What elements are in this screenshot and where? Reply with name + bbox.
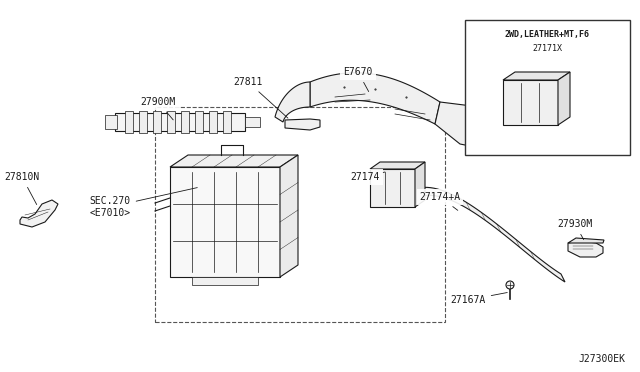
Text: 27171X: 27171X (532, 44, 563, 53)
Bar (370, 169, 415, 207)
Text: 27810N: 27810N (4, 172, 40, 205)
Text: E7670: E7670 (343, 67, 372, 92)
Polygon shape (20, 200, 58, 227)
Polygon shape (275, 82, 310, 122)
Polygon shape (370, 162, 425, 169)
Text: J27300EK: J27300EK (578, 354, 625, 364)
Polygon shape (170, 155, 298, 167)
Polygon shape (310, 73, 440, 124)
Circle shape (506, 281, 514, 289)
Bar (167, 111, 175, 133)
Bar (125, 111, 133, 133)
Polygon shape (415, 162, 425, 207)
Text: 27900M: 27900M (140, 97, 175, 120)
Text: 27811: 27811 (234, 77, 288, 118)
Polygon shape (280, 155, 298, 277)
Polygon shape (285, 119, 320, 130)
Bar (209, 111, 217, 133)
Bar (115, 113, 245, 131)
Bar (465, 20, 630, 155)
Text: 27174: 27174 (350, 172, 385, 182)
Bar (223, 111, 231, 133)
Polygon shape (558, 72, 570, 125)
Text: 27930M: 27930M (557, 219, 593, 240)
Bar (170, 167, 280, 277)
Bar (105, 115, 117, 129)
Text: 27167A: 27167A (451, 292, 508, 305)
Text: 27174+A: 27174+A (419, 192, 461, 210)
Polygon shape (435, 102, 490, 147)
Bar (181, 111, 189, 133)
Bar (155, 107, 445, 322)
Text: 2WD,LEATHER+MT,F6: 2WD,LEATHER+MT,F6 (504, 30, 589, 39)
Bar (503, 80, 558, 125)
Bar (195, 111, 203, 133)
Bar (245, 117, 260, 127)
Bar (192, 277, 258, 285)
Text: SEC.270
<E7010>: SEC.270 <E7010> (90, 187, 197, 218)
Polygon shape (503, 72, 570, 80)
Polygon shape (568, 241, 603, 257)
Bar (153, 111, 161, 133)
Polygon shape (568, 238, 604, 243)
Bar (139, 111, 147, 133)
Polygon shape (421, 187, 565, 282)
